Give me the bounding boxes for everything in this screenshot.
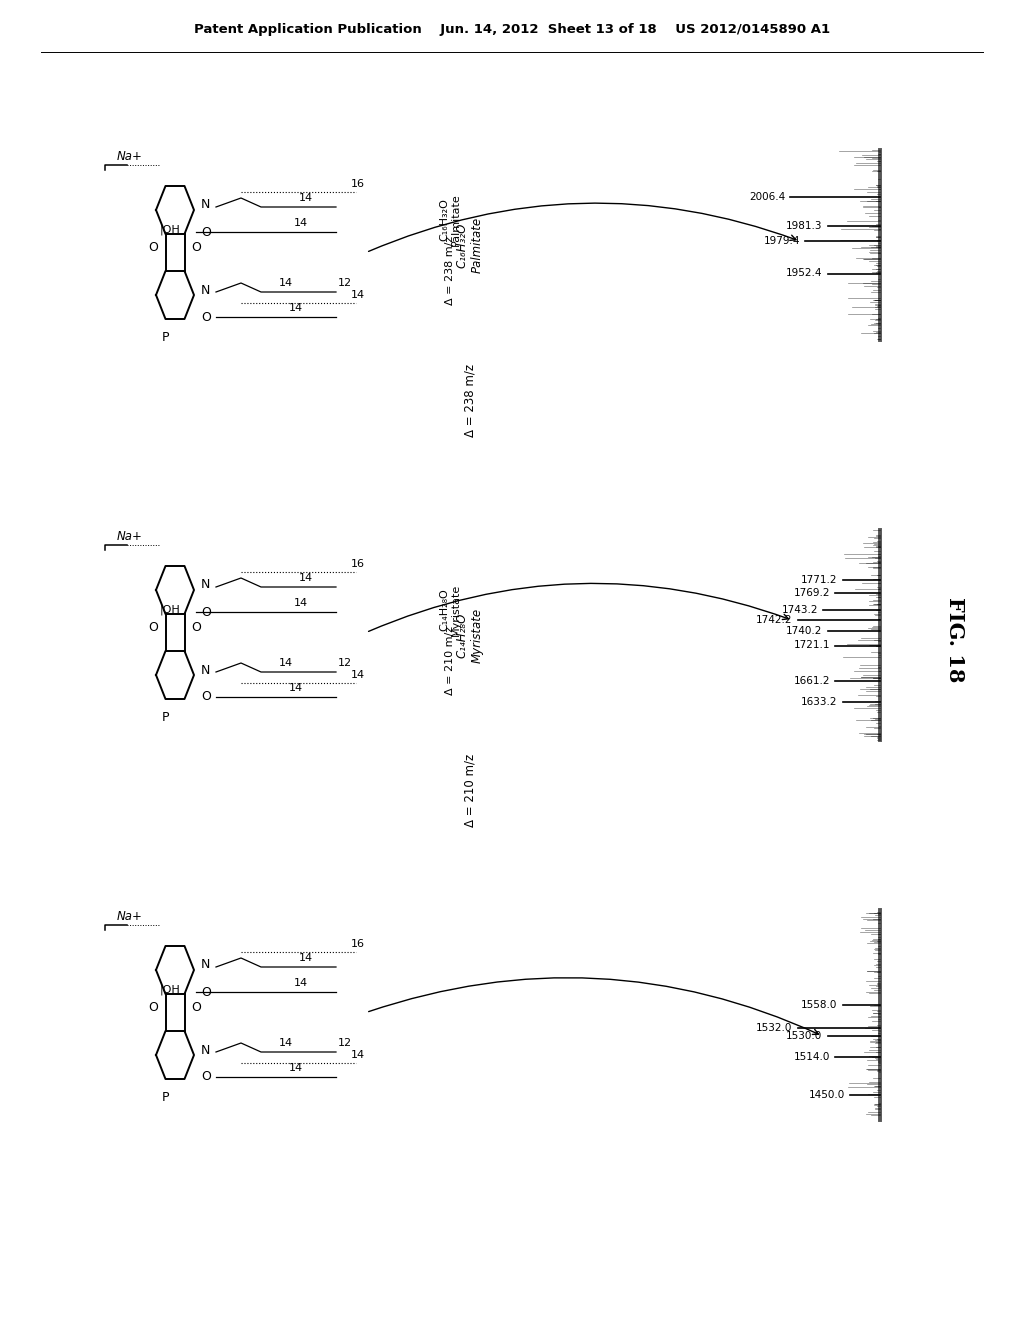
Text: 1450.0: 1450.0 bbox=[809, 1090, 845, 1100]
Text: 1771.2: 1771.2 bbox=[801, 576, 838, 585]
Text: 1979.4: 1979.4 bbox=[764, 236, 800, 247]
Text: 1633.2: 1633.2 bbox=[801, 697, 838, 708]
Text: 14: 14 bbox=[299, 193, 313, 203]
Text: O: O bbox=[191, 1001, 202, 1014]
Text: 12: 12 bbox=[338, 657, 352, 668]
Text: 14: 14 bbox=[299, 953, 313, 964]
Text: P: P bbox=[162, 711, 169, 723]
Text: 1530.0: 1530.0 bbox=[786, 1031, 822, 1041]
Text: 14: 14 bbox=[294, 598, 308, 609]
Text: P: P bbox=[162, 1092, 169, 1104]
Text: N: N bbox=[201, 284, 210, 297]
Text: Δ = 238 m/z: Δ = 238 m/z bbox=[445, 235, 455, 305]
Text: Na+: Na+ bbox=[117, 911, 143, 924]
Text: C₁₄H₂₈O
Myristate: C₁₄H₂₈O Myristate bbox=[439, 583, 461, 636]
Text: C₁₆H₃₂O
Palmitate: C₁₆H₃₂O Palmitate bbox=[456, 216, 484, 273]
Text: 14: 14 bbox=[351, 290, 366, 300]
Text: FIG. 18: FIG. 18 bbox=[945, 598, 965, 682]
Text: 16: 16 bbox=[351, 939, 365, 949]
Text: 2006.4: 2006.4 bbox=[749, 193, 785, 202]
Text: 1558.0: 1558.0 bbox=[801, 999, 838, 1010]
Text: O: O bbox=[148, 620, 159, 634]
Text: Patent Application Publication    Jun. 14, 2012  Sheet 13 of 18    US 2012/01458: Patent Application Publication Jun. 14, … bbox=[194, 24, 830, 37]
Text: 14: 14 bbox=[289, 304, 303, 313]
Text: |OH: |OH bbox=[160, 985, 180, 995]
Text: O: O bbox=[201, 1071, 211, 1084]
Text: C₁₄H₂₈O
Myristate: C₁₄H₂₈O Myristate bbox=[456, 607, 484, 663]
Text: O: O bbox=[201, 690, 211, 704]
Text: 14: 14 bbox=[294, 978, 308, 987]
Text: O: O bbox=[201, 986, 211, 998]
Text: 1514.0: 1514.0 bbox=[794, 1052, 830, 1063]
Text: Δ = 210 m/z: Δ = 210 m/z bbox=[464, 754, 476, 826]
Text: 1952.4: 1952.4 bbox=[786, 268, 822, 279]
Text: O: O bbox=[148, 242, 159, 253]
Text: O: O bbox=[191, 242, 202, 253]
Text: 14: 14 bbox=[294, 218, 308, 228]
Text: 16: 16 bbox=[351, 180, 365, 189]
Text: 14: 14 bbox=[279, 1038, 293, 1048]
Text: 1743.2: 1743.2 bbox=[781, 605, 818, 615]
Text: O: O bbox=[201, 310, 211, 323]
Text: 1981.3: 1981.3 bbox=[786, 220, 822, 231]
Text: 1661.2: 1661.2 bbox=[794, 676, 830, 686]
Text: C₁₆H₃₂O
Palmitate: C₁₆H₃₂O Palmitate bbox=[439, 194, 461, 247]
Text: 12: 12 bbox=[338, 1038, 352, 1048]
Text: |OH: |OH bbox=[160, 224, 180, 235]
Text: N: N bbox=[201, 958, 210, 972]
Text: 14: 14 bbox=[351, 1049, 366, 1060]
Text: 14: 14 bbox=[289, 682, 303, 693]
Text: P: P bbox=[162, 331, 169, 345]
Text: O: O bbox=[191, 620, 202, 634]
Text: 14: 14 bbox=[279, 657, 293, 668]
Text: 1532.0: 1532.0 bbox=[756, 1023, 793, 1032]
Text: O: O bbox=[201, 606, 211, 619]
Text: O: O bbox=[201, 226, 211, 239]
Text: N: N bbox=[201, 198, 210, 211]
Text: 14: 14 bbox=[289, 1063, 303, 1073]
Text: Na+: Na+ bbox=[117, 150, 143, 164]
Text: 14: 14 bbox=[279, 279, 293, 288]
Text: N: N bbox=[201, 1044, 210, 1056]
Text: 14: 14 bbox=[351, 671, 366, 680]
Text: Δ = 210 m/z: Δ = 210 m/z bbox=[445, 626, 455, 694]
Text: 1740.2: 1740.2 bbox=[786, 626, 822, 636]
Text: N: N bbox=[201, 664, 210, 676]
Text: O: O bbox=[148, 1001, 159, 1014]
Text: Δ = 238 m/z: Δ = 238 m/z bbox=[464, 363, 476, 437]
Text: 12: 12 bbox=[338, 279, 352, 288]
Text: 16: 16 bbox=[351, 558, 365, 569]
Text: 1769.2: 1769.2 bbox=[794, 587, 830, 598]
Text: Na+: Na+ bbox=[117, 531, 143, 544]
Text: 1742.2: 1742.2 bbox=[756, 615, 793, 626]
Text: |OH: |OH bbox=[160, 605, 180, 615]
Text: 14: 14 bbox=[299, 573, 313, 583]
Text: N: N bbox=[201, 578, 210, 591]
Text: 1721.1: 1721.1 bbox=[794, 640, 830, 651]
